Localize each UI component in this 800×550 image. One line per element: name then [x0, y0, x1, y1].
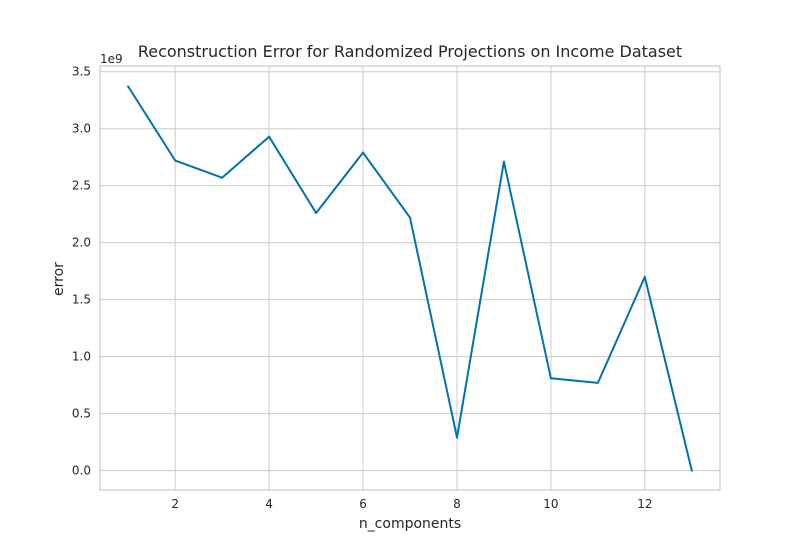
data-point	[409, 216, 411, 219]
data-point	[315, 212, 318, 215]
data-point	[455, 436, 458, 439]
y-tick-label: 3.5	[72, 65, 91, 79]
x-tick-label: 10	[543, 497, 558, 511]
y-tick-label: 0.0	[72, 464, 91, 478]
y-tick-label: 1.0	[72, 350, 91, 364]
data-point	[549, 377, 552, 380]
grid	[100, 66, 720, 490]
y-tick-label: 3.0	[72, 122, 91, 136]
data-point	[502, 160, 505, 163]
data-point	[127, 85, 130, 88]
x-tick-label: 8	[453, 497, 461, 511]
y-tick-label: 2.5	[72, 179, 91, 193]
data-point	[221, 176, 224, 179]
x-axis-label: n_components	[359, 516, 461, 532]
data-point	[268, 135, 271, 138]
x-tick-label: 2	[171, 497, 179, 511]
tick-labels: 2 4 6 8 10 12 0.0 0.5 1.0 1.5 2.0 2.5 3.0 3.5	[72, 65, 653, 511]
x-tick-label: 12	[637, 497, 652, 511]
x-tick-label: 4	[265, 497, 273, 511]
y-tick-label: 2.0	[72, 236, 91, 250]
plot-frame	[99, 65, 721, 491]
data-points	[127, 85, 693, 472]
data-point	[174, 159, 177, 162]
y-tick-label: 0.5	[72, 407, 91, 421]
chart-title: Reconstruction Error for Randomized Proj…	[138, 42, 682, 61]
y-tick-label: 1.5	[72, 293, 91, 307]
data-point	[362, 151, 365, 154]
data-point	[690, 469, 693, 472]
y-axis-offset-text: 1e9	[100, 52, 123, 66]
y-axis-label: error	[51, 262, 67, 296]
data-point	[643, 275, 646, 278]
data-point	[596, 381, 599, 384]
plot-area	[100, 66, 720, 490]
x-tick-label: 6	[359, 497, 367, 511]
